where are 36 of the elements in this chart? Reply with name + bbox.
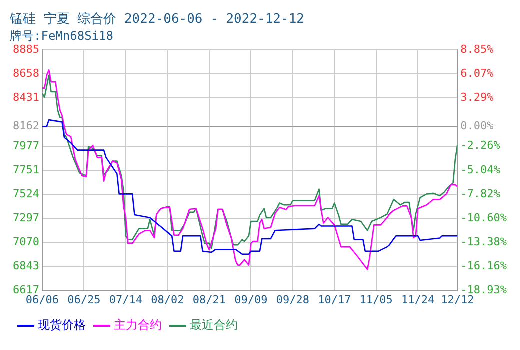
x-tick-label: 09/09: [234, 293, 268, 306]
legend-label: 现货价格: [38, 318, 86, 332]
chart-subtitle: 牌号:FeMn68Si18: [10, 28, 114, 43]
y2-tick-label: 6.07%: [460, 66, 494, 80]
y-tick-label: 6843: [12, 260, 40, 273]
y-tick-label: 7977: [12, 139, 40, 152]
y-tick-label: 8162: [12, 120, 40, 133]
y-tick-label: 7751: [12, 163, 40, 176]
x-tick-label: 10/17: [318, 293, 352, 306]
y2-tick-label: 8.85%: [460, 42, 494, 56]
x-tick-label: 08/02: [151, 293, 184, 306]
x-tick-label: 11/24: [402, 293, 436, 306]
x-tick-label: 12/12: [441, 293, 474, 306]
y2-tick-label: -7.82%: [460, 187, 501, 200]
x-tick-label: 11/05: [360, 293, 393, 306]
y2-tick-label: -10.60%: [460, 211, 508, 224]
y-tick-label: 7297: [12, 211, 40, 224]
y2-tick-label: 3.29%: [460, 91, 494, 104]
y-tick-label: 8885: [12, 42, 40, 56]
y2-tick-label: -16.16%: [460, 260, 508, 273]
y2-tick-label: -13.38%: [460, 236, 508, 249]
y2-tick-label: -5.04%: [460, 163, 501, 176]
x-tick-label: 06/06: [26, 293, 60, 306]
x-tick-label: 06/25: [68, 293, 101, 306]
y2-tick-label: -2.26%: [460, 139, 501, 152]
legend-label: 主力合约: [114, 318, 162, 332]
x-tick-label: 09/28: [276, 293, 310, 306]
x-tick-label: 08/21: [192, 293, 226, 306]
y2-tick-label: 0.00%: [460, 120, 494, 133]
y-tick-label: 7524: [12, 187, 40, 200]
legend-label: 最近合约: [190, 318, 238, 332]
x-tick-label: 07/14: [109, 293, 143, 306]
y-tick-label: 7070: [12, 236, 40, 249]
chart-title: 锰硅 宁夏 综合价 2022-06-06 - 2022-12-12: [9, 11, 304, 28]
y-tick-label: 8658: [12, 66, 40, 80]
y-tick-label: 8431: [12, 91, 40, 104]
